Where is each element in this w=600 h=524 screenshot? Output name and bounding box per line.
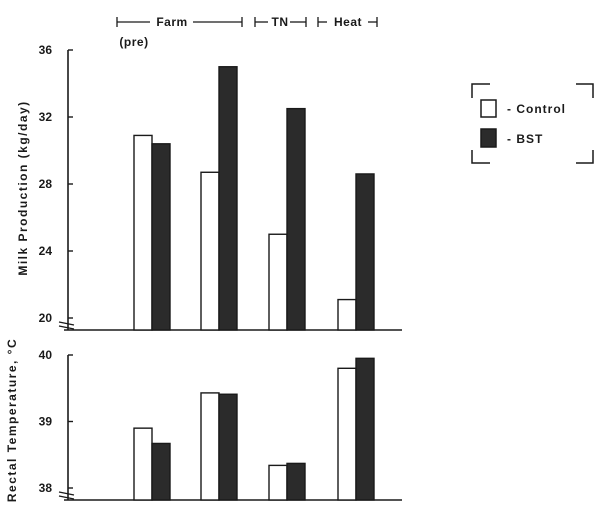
milk-bar-control-tn — [268, 233, 288, 331]
legend-bst-swatch — [480, 128, 497, 148]
temp-axis-title: Rectal Temperature, °C — [5, 338, 19, 502]
milk-bar-control-farm — [200, 171, 220, 331]
chart-panels: 20 24 28 32 36 38 39 40 — [39, 43, 402, 501]
milk-y-tick-label: 20 — [39, 311, 53, 325]
period-label-farm: Farm — [156, 15, 187, 29]
legend: - Control - BST — [471, 83, 594, 164]
period-label-tn: TN — [272, 15, 289, 29]
milk-bar-bst-heat — [355, 173, 375, 331]
milk-axis-break-lower — [58, 325, 75, 330]
temp-y-tick-label: 39 — [39, 415, 53, 429]
milk-axis-break-upper — [58, 321, 75, 326]
temp-bar-control-farm-pre — [133, 427, 153, 501]
temp-bar-control-heat — [337, 367, 357, 501]
period-label-heat: Heat — [334, 15, 362, 29]
temp-bar-bst-tn — [286, 462, 306, 501]
milk-bar-bst-farm-pre — [151, 143, 171, 331]
milk-bar-bst-farm — [218, 66, 238, 331]
legend-bst-label: - BST — [507, 132, 543, 146]
milk-y-tick-label: 24 — [39, 244, 53, 258]
milk-y-tick-label: 32 — [39, 110, 53, 124]
temp-y-tick-label: 38 — [39, 481, 53, 495]
legend-control-label: - Control — [507, 102, 566, 116]
temp-y-tick-label: 40 — [39, 348, 53, 362]
milk-y-tick-label: 36 — [39, 43, 53, 57]
milk-bar-bst-tn — [286, 107, 306, 331]
milk-panel: 20 24 28 32 36 — [39, 43, 402, 331]
period-sublabel-pre: (pre) — [119, 35, 148, 49]
temp-bar-control-tn — [268, 464, 288, 501]
temp-panel: 38 39 40 — [39, 348, 402, 501]
temp-bar-bst-heat — [355, 357, 375, 501]
milk-y-tick-label: 28 — [39, 177, 53, 191]
temp-bar-bst-farm — [218, 393, 238, 501]
temp-axis-break-upper — [58, 491, 75, 496]
temp-axis-break-lower — [58, 495, 75, 500]
legend-frame — [471, 83, 594, 164]
legend-control-swatch — [480, 99, 497, 118]
milk-bar-control-heat — [337, 298, 357, 331]
milk-axis-title: Milk Production (kg/day) — [16, 100, 30, 275]
period-brackets — [116, 17, 378, 27]
temp-bar-control-farm — [200, 392, 220, 501]
temp-bar-bst-farm-pre — [151, 442, 171, 501]
milk-bar-control-farm-pre — [133, 134, 153, 331]
